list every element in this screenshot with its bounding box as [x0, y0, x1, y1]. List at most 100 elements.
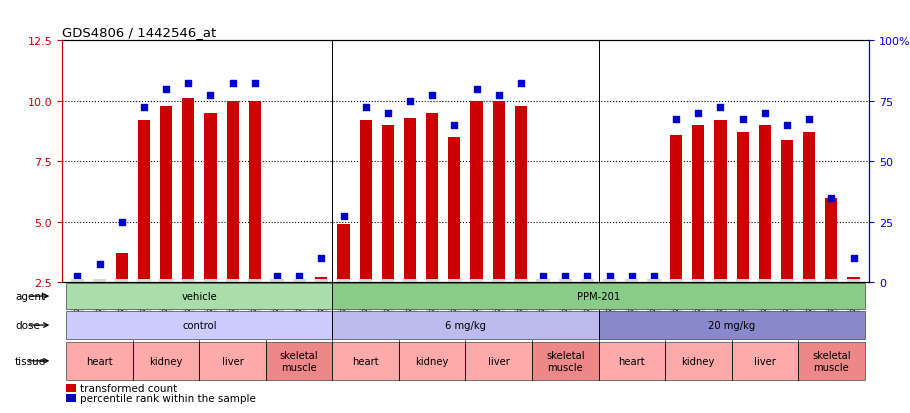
Text: liver: liver — [222, 356, 244, 366]
Point — [669, 116, 683, 123]
Text: vehicle: vehicle — [181, 292, 217, 301]
Text: GSM783285: GSM783285 — [385, 282, 391, 327]
Point — [314, 255, 329, 262]
Bar — [670, 135, 682, 282]
Text: skeletal
muscle: skeletal muscle — [546, 350, 584, 372]
Text: control: control — [182, 320, 217, 330]
Point — [802, 116, 816, 123]
Text: GSM783314: GSM783314 — [828, 282, 834, 327]
Bar — [160, 107, 172, 282]
Text: GSM783293: GSM783293 — [430, 282, 435, 327]
Text: GSM783313: GSM783313 — [806, 282, 813, 327]
Point — [136, 104, 151, 111]
Bar — [759, 126, 771, 282]
Bar — [116, 254, 127, 282]
FancyBboxPatch shape — [66, 284, 332, 309]
Point — [558, 273, 572, 280]
FancyBboxPatch shape — [665, 342, 732, 380]
Point — [846, 255, 861, 262]
Text: GSM783303: GSM783303 — [518, 282, 524, 327]
Text: kidney: kidney — [149, 356, 183, 366]
Bar — [248, 102, 261, 282]
Bar — [559, 280, 571, 282]
Text: GSM783298: GSM783298 — [207, 282, 214, 327]
Bar — [271, 280, 283, 282]
FancyBboxPatch shape — [199, 342, 266, 380]
Text: GSM783308: GSM783308 — [296, 282, 302, 327]
Text: GDS4806 / 1442546_at: GDS4806 / 1442546_at — [62, 26, 217, 39]
Point — [691, 110, 705, 117]
Point — [780, 122, 794, 129]
Point — [470, 86, 484, 93]
Text: GSM783288: GSM783288 — [651, 282, 657, 327]
Text: kidney: kidney — [416, 356, 449, 366]
FancyBboxPatch shape — [599, 342, 665, 380]
Point — [359, 104, 373, 111]
Text: liver: liver — [753, 356, 775, 366]
Bar — [404, 119, 416, 282]
Point — [70, 273, 85, 280]
Text: GSM783283: GSM783283 — [340, 282, 347, 327]
Text: GSM783281: GSM783281 — [96, 282, 103, 327]
Text: GSM783280: GSM783280 — [75, 282, 80, 327]
Text: heart: heart — [352, 356, 379, 366]
Point — [403, 98, 418, 105]
Bar — [603, 280, 616, 282]
Point — [292, 273, 307, 280]
Bar — [227, 102, 238, 282]
Point — [203, 92, 217, 99]
Text: GSM783299: GSM783299 — [229, 282, 236, 327]
Bar — [449, 138, 460, 282]
Point — [336, 213, 350, 220]
Text: dose: dose — [15, 320, 40, 330]
Point — [602, 273, 617, 280]
Text: percentile rank within the sample: percentile rank within the sample — [80, 393, 256, 403]
Text: GSM783306: GSM783306 — [784, 282, 790, 327]
Text: GSM783294: GSM783294 — [451, 282, 458, 327]
Point — [536, 273, 551, 280]
FancyBboxPatch shape — [332, 311, 599, 339]
Bar — [804, 133, 815, 282]
Text: GSM783287: GSM783287 — [629, 282, 635, 327]
Point — [226, 80, 240, 87]
FancyBboxPatch shape — [133, 342, 199, 380]
Point — [757, 110, 772, 117]
Text: GSM783315: GSM783315 — [851, 282, 856, 327]
Point — [581, 273, 595, 280]
Point — [824, 195, 839, 202]
Text: heart: heart — [86, 356, 113, 366]
Text: GSM783310: GSM783310 — [540, 282, 546, 327]
Text: GSM783309: GSM783309 — [318, 282, 324, 327]
Text: kidney: kidney — [682, 356, 715, 366]
Bar — [626, 280, 638, 282]
Bar — [537, 280, 549, 282]
Point — [425, 92, 440, 99]
Bar — [205, 114, 217, 282]
Text: GSM783305: GSM783305 — [762, 282, 768, 327]
Text: transformed count: transformed count — [80, 383, 177, 393]
Text: GSM783291: GSM783291 — [186, 282, 191, 327]
Bar — [426, 114, 439, 282]
Text: GSM783289: GSM783289 — [141, 282, 147, 327]
FancyBboxPatch shape — [66, 311, 332, 339]
Bar — [315, 278, 328, 282]
Bar — [736, 133, 749, 282]
Text: GSM783311: GSM783311 — [562, 282, 568, 327]
Point — [115, 219, 129, 225]
FancyBboxPatch shape — [66, 342, 133, 380]
Bar — [66, 384, 76, 392]
Text: 20 mg/kg: 20 mg/kg — [708, 320, 755, 330]
Bar — [515, 107, 527, 282]
Text: skeletal
muscle: skeletal muscle — [280, 350, 318, 372]
Bar — [293, 280, 305, 282]
FancyBboxPatch shape — [465, 342, 532, 380]
FancyBboxPatch shape — [399, 342, 465, 380]
Bar — [137, 121, 150, 282]
Point — [380, 110, 395, 117]
Text: GSM783302: GSM783302 — [496, 282, 501, 327]
Text: PPM-201: PPM-201 — [577, 292, 620, 301]
Text: GSM783307: GSM783307 — [274, 282, 280, 327]
Bar — [648, 280, 660, 282]
Bar — [359, 121, 372, 282]
Text: 6 mg/kg: 6 mg/kg — [445, 320, 486, 330]
